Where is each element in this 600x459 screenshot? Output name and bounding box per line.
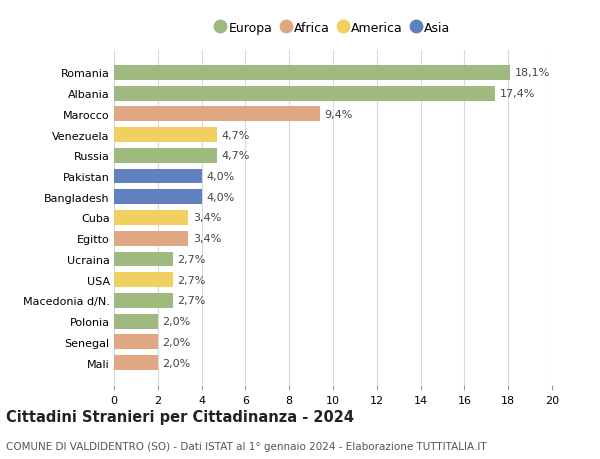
Text: 2,7%: 2,7% xyxy=(178,254,206,264)
Bar xyxy=(114,169,202,184)
Bar xyxy=(114,107,320,122)
Bar xyxy=(114,335,158,350)
Text: 9,4%: 9,4% xyxy=(324,110,353,119)
Text: 4,0%: 4,0% xyxy=(206,172,234,182)
Text: Cittadini Stranieri per Cittadinanza - 2024: Cittadini Stranieri per Cittadinanza - 2… xyxy=(6,409,354,425)
Bar xyxy=(114,252,173,267)
Text: 4,7%: 4,7% xyxy=(221,151,250,161)
Bar xyxy=(114,211,188,225)
Legend: Europa, Africa, America, Asia: Europa, Africa, America, Asia xyxy=(211,17,455,39)
Text: 2,0%: 2,0% xyxy=(162,317,190,326)
Bar xyxy=(114,149,217,163)
Text: 3,4%: 3,4% xyxy=(193,213,221,223)
Text: 4,7%: 4,7% xyxy=(221,130,250,140)
Bar xyxy=(114,66,511,81)
Bar xyxy=(114,231,188,246)
Text: COMUNE DI VALDIDENTRO (SO) - Dati ISTAT al 1° gennaio 2024 - Elaborazione TUTTIT: COMUNE DI VALDIDENTRO (SO) - Dati ISTAT … xyxy=(6,441,487,451)
Bar xyxy=(114,293,173,308)
Text: 2,0%: 2,0% xyxy=(162,337,190,347)
Bar xyxy=(114,314,158,329)
Text: 2,7%: 2,7% xyxy=(178,275,206,285)
Bar xyxy=(114,355,158,370)
Text: 2,0%: 2,0% xyxy=(162,358,190,368)
Text: 2,7%: 2,7% xyxy=(178,296,206,306)
Bar xyxy=(114,273,173,287)
Text: 18,1%: 18,1% xyxy=(515,68,550,78)
Bar xyxy=(114,86,495,101)
Bar xyxy=(114,190,202,205)
Bar xyxy=(114,128,217,143)
Text: 3,4%: 3,4% xyxy=(193,234,221,244)
Text: 17,4%: 17,4% xyxy=(499,89,535,99)
Text: 4,0%: 4,0% xyxy=(206,192,234,202)
